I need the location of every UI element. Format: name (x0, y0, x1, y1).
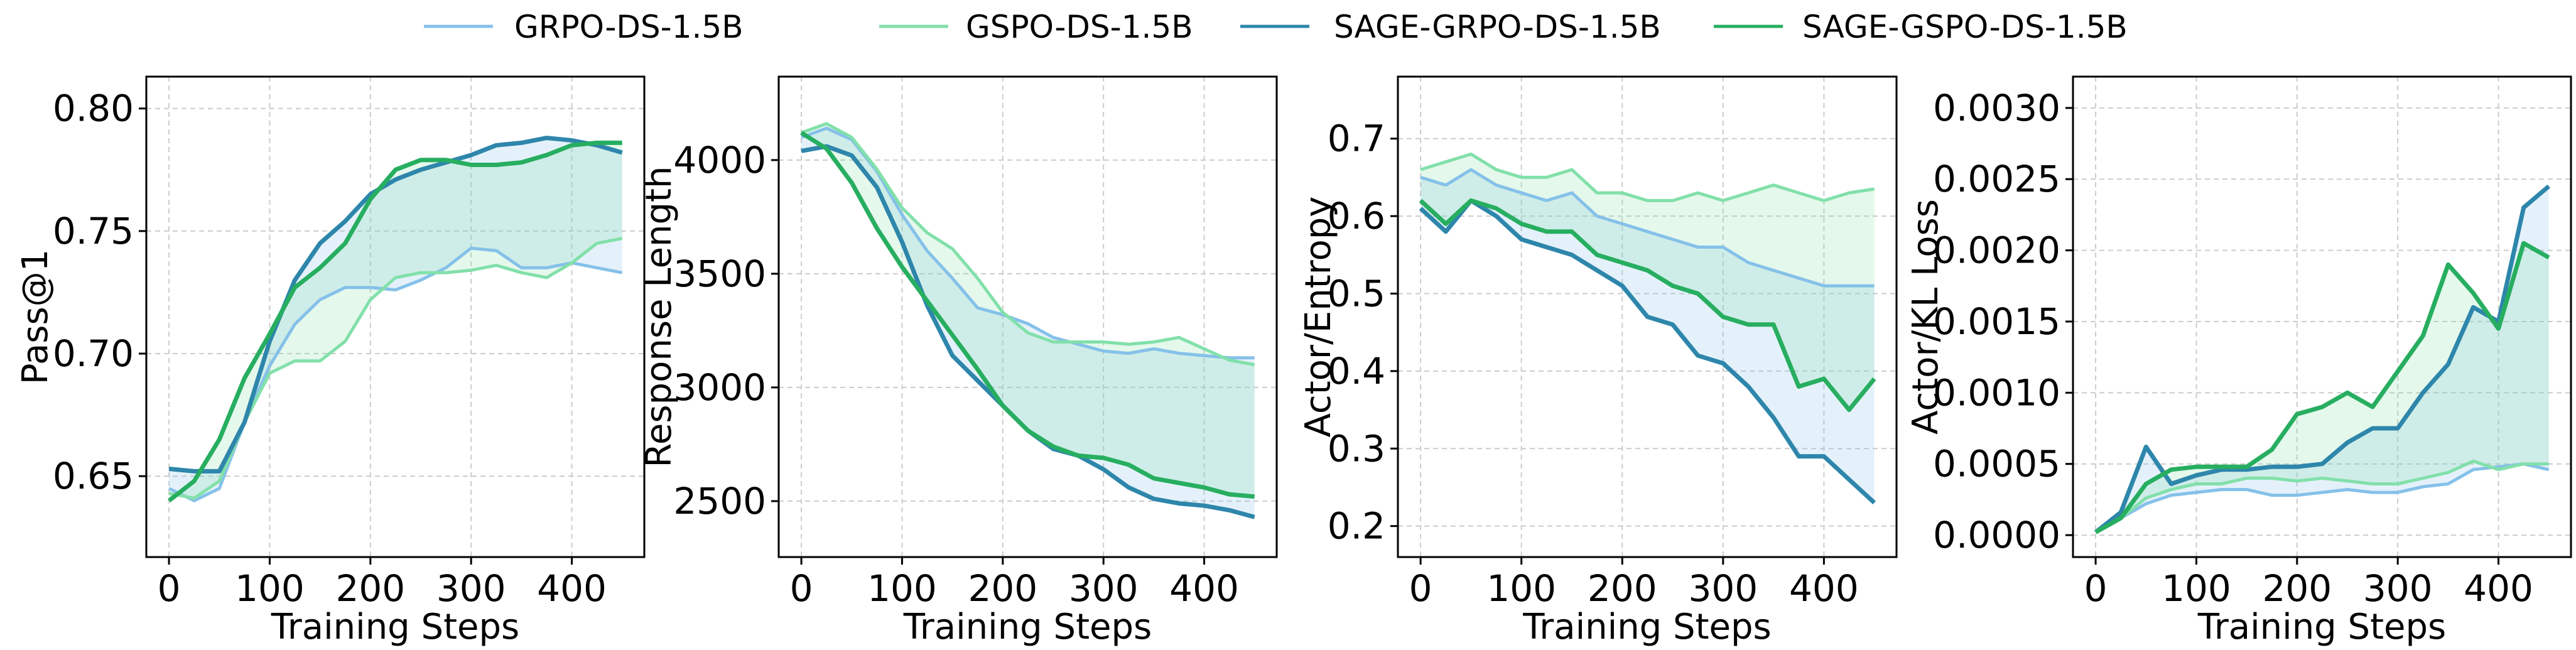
y-tick-label: 0.7 (1328, 117, 1385, 160)
y-tick-label: 0.5 (1328, 272, 1385, 315)
shaded-band (2096, 243, 2549, 533)
y-tick-label: 0.4 (1328, 350, 1385, 393)
y-tick-label: 4000 (673, 139, 766, 181)
y-tick-label: 0.0015 (1933, 300, 2060, 343)
axes-frame (2072, 75, 2572, 558)
legend-label: SAGE-GSPO-DS-1.5B (1802, 9, 2128, 45)
shaded-band (1421, 154, 1875, 410)
shaded-band (801, 123, 1255, 497)
legend-item: SAGE-GRPO-DS-1.5B (1240, 9, 1661, 45)
subplot-4: 0 100 200 300 400 0.0000 0.0005 0.0010 0.0015 0.0… (1905, 75, 2572, 647)
x-tick-label: 0 (1409, 567, 1432, 610)
y-tick-label: 0.70 (53, 332, 134, 375)
series-line (168, 237, 623, 500)
x-tick-label: 400 (1169, 567, 1239, 610)
y-tick-label: 0.0030 (1933, 87, 2060, 129)
axes-frame (777, 75, 1278, 558)
y-axis-label: Response Length (639, 166, 679, 468)
x-axis-label: Training Steps (271, 607, 519, 647)
y-tick-label: 0.80 (53, 87, 134, 130)
x-tick-label: 200 (1588, 567, 1657, 610)
series-SAGE-GSPO-DS-1.5B (800, 131, 1255, 499)
legend-item: SAGE-GSPO-DS-1.5B (1714, 9, 2128, 45)
shaded-band (801, 128, 1255, 517)
y-axis-label: Pass@1 (15, 249, 56, 385)
shaded-band (169, 138, 622, 501)
axes-frame (1397, 75, 1898, 558)
x-tick-label: 100 (867, 567, 937, 610)
y-axis-label: Actor/KL Loss (1905, 199, 1946, 435)
x-tick-label: 100 (235, 567, 305, 610)
series-GSPO-DS-1.5B (1420, 152, 1875, 202)
x-tick-label: 200 (335, 567, 405, 610)
x-tick-label: 100 (2162, 567, 2231, 610)
series-SAGE-GSPO-DS-1.5B (2094, 241, 2550, 534)
y-tick-label: 0.0005 (1933, 443, 2060, 485)
x-tick-label: 400 (1789, 567, 1859, 610)
y-tick-label: 0.2 (1328, 505, 1385, 548)
x-tick-label: 0 (790, 567, 813, 610)
series-SAGE-GSPO-DS-1.5B (167, 140, 622, 502)
x-axis-label: Training Steps (903, 607, 1152, 647)
x-tick-label: 200 (2262, 567, 2332, 610)
x-tick-label: 400 (2464, 567, 2533, 610)
y-tick-label: 2500 (673, 480, 766, 523)
y-tick-label: 0.0010 (1933, 371, 2060, 414)
x-axis-label: Training Steps (2197, 607, 2446, 647)
y-tick-label: 0.0025 (1933, 158, 2060, 200)
series-GRPO-DS-1.5B (1420, 168, 1875, 288)
shaded-band (169, 143, 622, 501)
y-tick-label: 3500 (673, 252, 766, 295)
x-tick-label: 300 (1069, 567, 1139, 610)
x-tick-label: 300 (1688, 567, 1758, 610)
y-tick-label: 0.0020 (1933, 229, 2060, 272)
subplot-2: 0 100 200 300 400 2500 3000 3500 4000 Training St… (639, 75, 1278, 647)
legend-item: GSPO-DS-1.5B (879, 9, 1193, 45)
y-tick-label: 3000 (673, 366, 766, 409)
series-GRPO-DS-1.5B (2094, 462, 2550, 534)
x-axis-label: Training Steps (1522, 607, 1771, 647)
x-tick-label: 300 (436, 567, 506, 610)
subplot-3: 0 100 200 300 400 0.2 0.3 0.4 0.5 0.6 0.7 Training … (1298, 75, 1898, 647)
legend-label: GSPO-DS-1.5B (966, 9, 1193, 45)
x-tick-label: 0 (2084, 567, 2108, 610)
series-line (801, 126, 1255, 360)
x-tick-label: 300 (2363, 567, 2433, 610)
legend-label: SAGE-GRPO-DS-1.5B (1334, 9, 1661, 45)
x-tick-label: 400 (537, 567, 607, 610)
y-tick-label: 0.3 (1328, 427, 1385, 470)
y-tick-label: 0.6 (1328, 195, 1385, 237)
series-GSPO-DS-1.5B (168, 237, 623, 500)
series-SAGE-GRPO-DS-1.5B (168, 136, 623, 474)
series-SAGE-GSPO-DS-1.5B (1419, 198, 1876, 413)
legend-item: GRPO-DS-1.5B (424, 9, 744, 45)
x-tick-label: 200 (968, 567, 1037, 610)
legend-label: GRPO-DS-1.5B (514, 9, 744, 45)
x-tick-label: 0 (158, 567, 181, 610)
y-axis-label: Actor/Entropy (1298, 197, 1339, 438)
y-tick-label: 0.75 (53, 210, 134, 252)
x-tick-label: 100 (1486, 567, 1556, 610)
y-tick-label: 0.65 (53, 455, 134, 497)
shaded-band (2096, 186, 2549, 533)
y-tick-label: 0.0000 (1933, 514, 2060, 556)
axes-frame (145, 75, 646, 558)
legend: GRPO-DS-1.5B GSPO-DS-1.5B SAGE-GRPO-DS-1.5… (424, 9, 2128, 45)
subplot-1: 0 100 200 300 400 0.65 0.70 0.75 0.80 Training St… (15, 75, 646, 647)
series-GRPO-DS-1.5B (801, 126, 1255, 360)
series-SAGE-GRPO-DS-1.5B (1419, 198, 1876, 505)
